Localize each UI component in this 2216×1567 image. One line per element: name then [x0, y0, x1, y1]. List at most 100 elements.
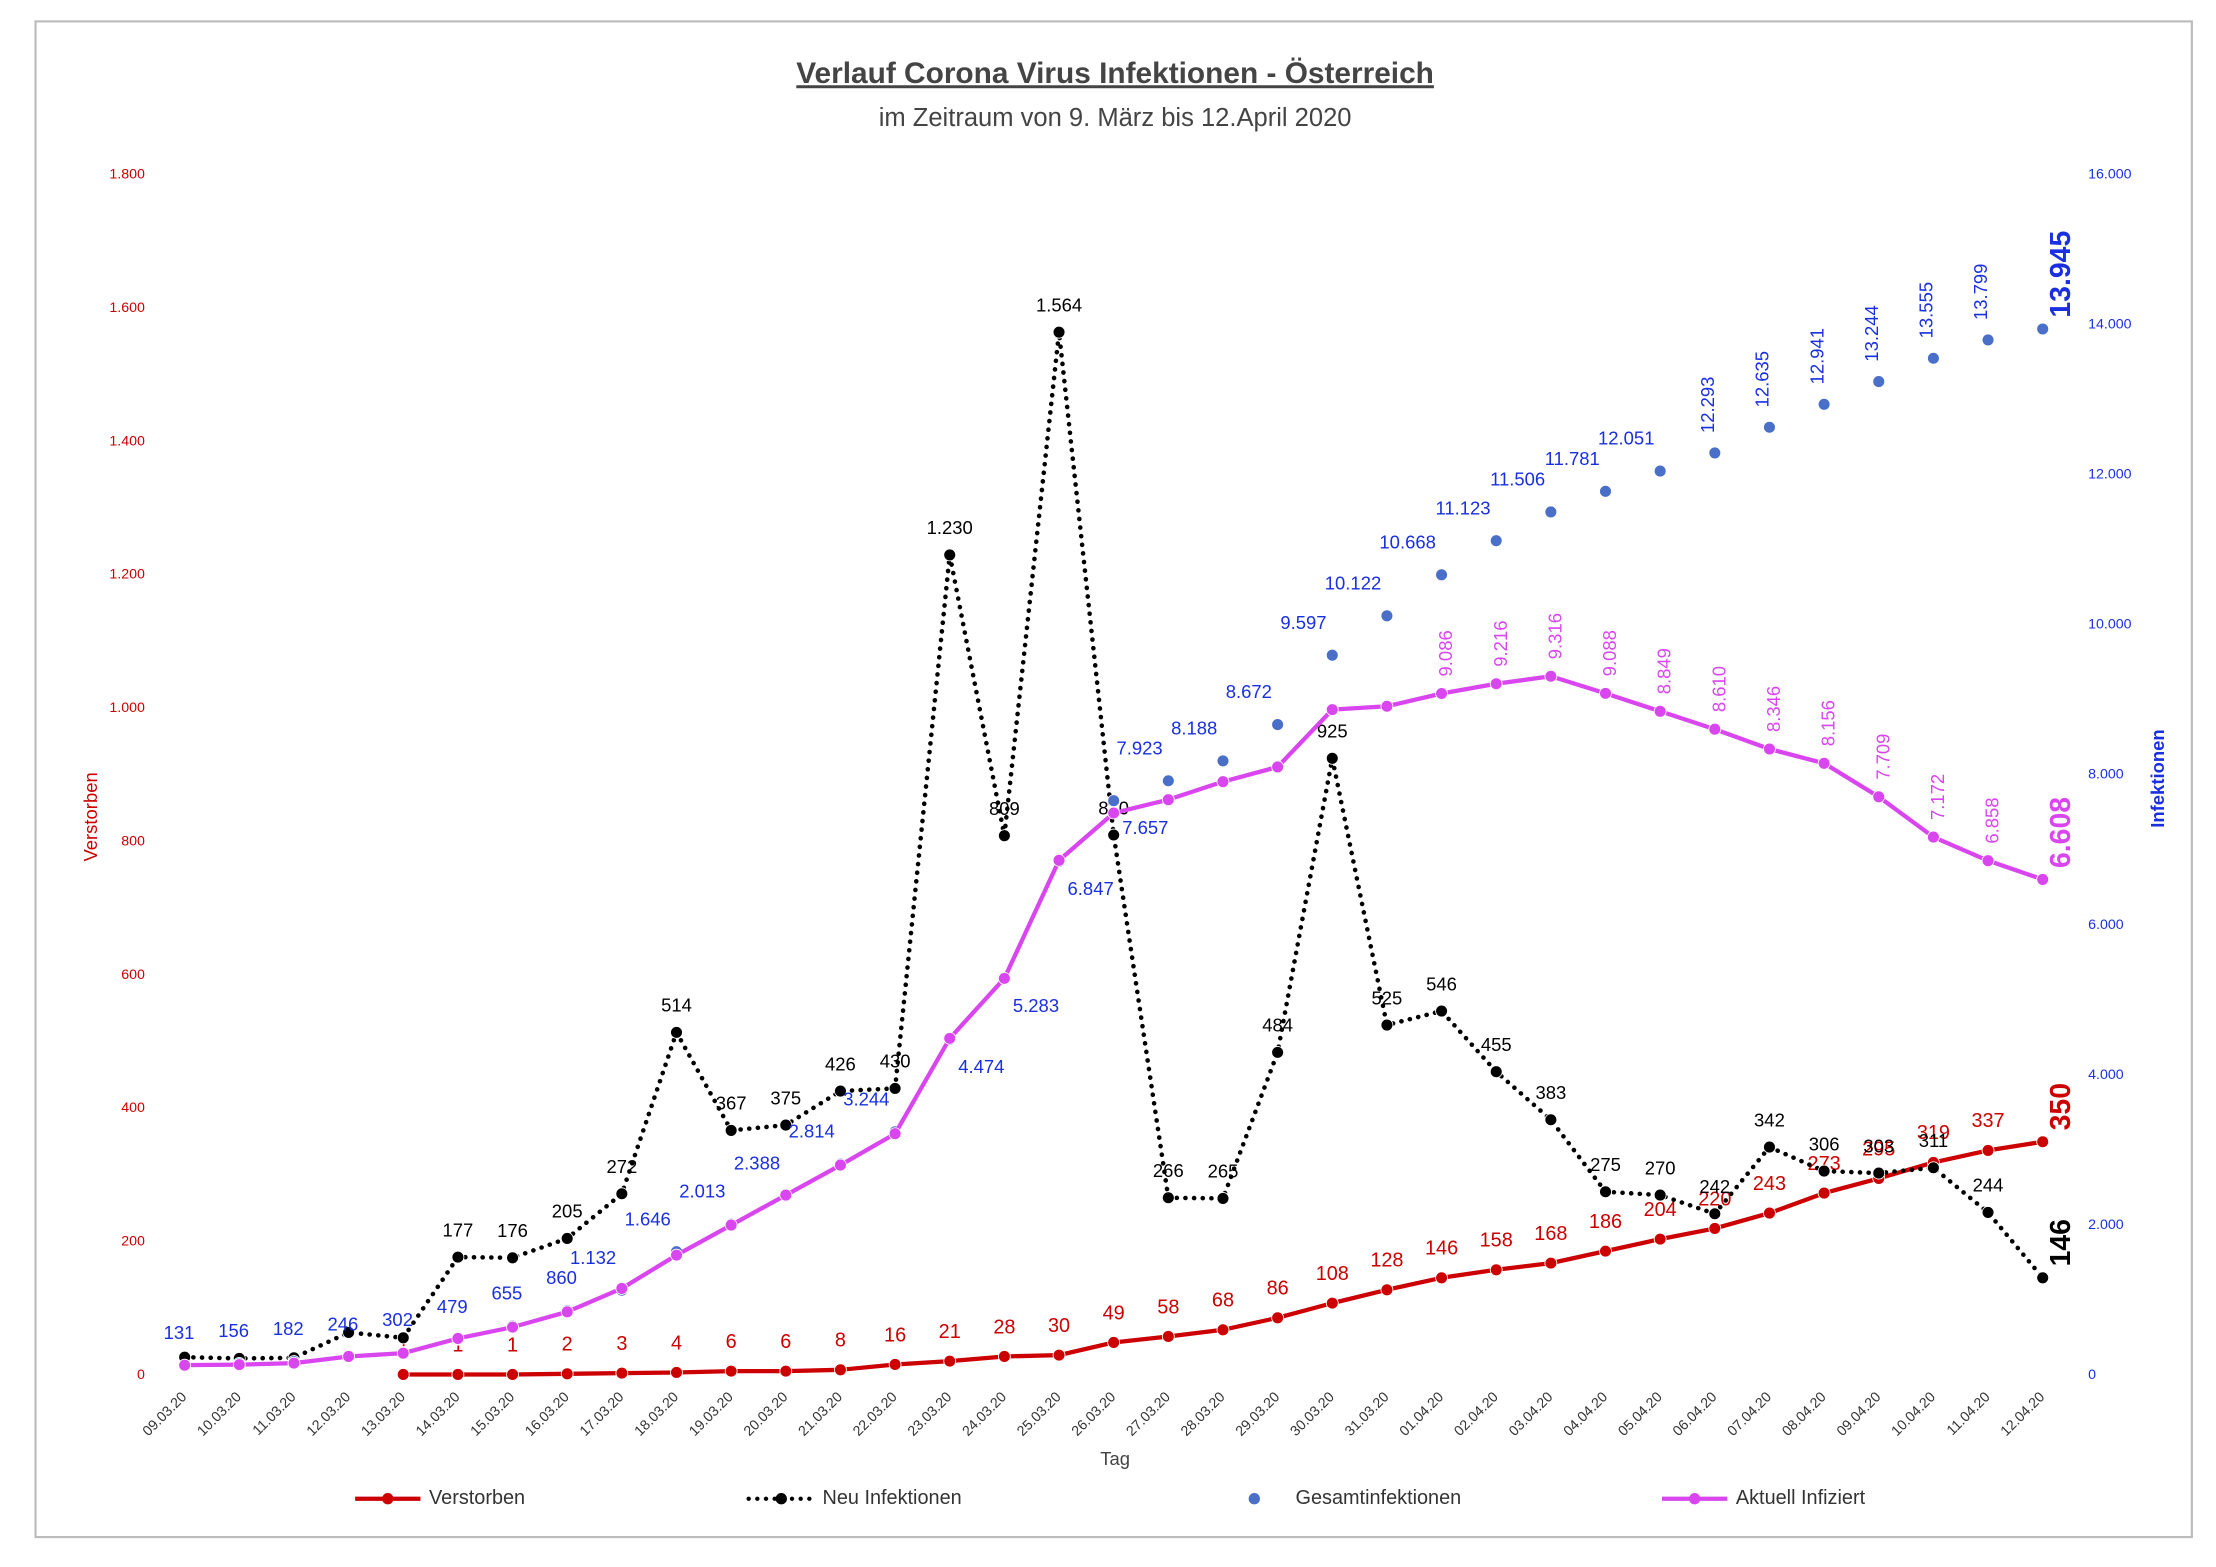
data-point	[1872, 790, 1886, 804]
data-point	[997, 1350, 1011, 1363]
data-label: 266	[1153, 1160, 1184, 1181]
data-label: 9.316	[1544, 613, 1565, 659]
data-point	[451, 1250, 465, 1264]
data-point	[342, 1326, 356, 1339]
data-point	[1817, 1164, 1831, 1178]
legend-label: Gesamtinfektionen	[1296, 1487, 1462, 1509]
data-label: 6.858	[1982, 797, 2003, 843]
data-label: 146	[1425, 1238, 1458, 1260]
data-label: 176	[497, 1220, 528, 1241]
data-point	[615, 1366, 629, 1380]
legend-marker	[1688, 1493, 1701, 1505]
data-point	[396, 1346, 410, 1360]
data-point	[232, 1358, 246, 1372]
data-point	[1708, 722, 1722, 736]
data-label: 156	[218, 1320, 249, 1341]
data-point	[1927, 351, 1940, 365]
x-axis-title: Tag	[1100, 1448, 1130, 1469]
data-point	[1489, 534, 1503, 548]
data-label: 6	[726, 1331, 737, 1353]
data-label: 68	[1212, 1290, 1234, 1312]
data-point	[1599, 1244, 1612, 1258]
y-axis-title: Verstorben	[80, 772, 101, 861]
data-label: 220	[1698, 1188, 1731, 1210]
x-tick-label: 30.03.20	[1287, 1389, 1337, 1439]
data-label: 1	[398, 1334, 409, 1356]
data-point	[1380, 609, 1394, 623]
data-label: 182	[273, 1318, 304, 1339]
data-point	[1544, 1256, 1558, 1270]
data-point	[1981, 1206, 1995, 1219]
data-label: 9.086	[1435, 630, 1456, 676]
data-point	[1653, 1188, 1667, 1202]
data-label: 128	[1370, 1250, 1403, 1272]
data-point	[1489, 677, 1503, 691]
data-label: 16	[884, 1324, 906, 1346]
x-tick-label: 16.03.20	[522, 1389, 572, 1439]
data-point	[615, 1282, 629, 1295]
data-label: 6.847	[1068, 878, 1114, 899]
data-label: 2.814	[789, 1121, 835, 1142]
data-label: 30	[1048, 1315, 1070, 1337]
data-point	[724, 1124, 738, 1137]
data-label: 337	[1971, 1110, 2004, 1132]
data-label: 12.941	[1806, 328, 1827, 384]
data-label: 426	[825, 1053, 856, 1074]
data-label: 2	[562, 1334, 573, 1356]
data-point	[1161, 1191, 1175, 1205]
x-tick-label: 10.03.20	[194, 1389, 244, 1439]
data-label: 131	[164, 1322, 195, 1343]
x-tick-label: 29.03.20	[1233, 1389, 1283, 1439]
x-tick-label: 11.03.20	[250, 1389, 300, 1439]
x-tick-label: 26.03.20	[1069, 1389, 1119, 1439]
data-point	[943, 1354, 957, 1368]
x-tick-label: 20.03.20	[741, 1389, 791, 1439]
data-point	[779, 1364, 793, 1378]
data-label: 809	[989, 798, 1020, 819]
y-tick-label: 1.200	[109, 567, 145, 583]
data-label: 7.923	[1116, 737, 1162, 758]
data-label: 1.564	[1036, 294, 1082, 315]
x-tick-label: 14.03.20	[413, 1389, 463, 1439]
data-point	[396, 1368, 410, 1381]
data-label: 58	[1157, 1296, 1179, 1318]
data-label: 860	[546, 1267, 577, 1288]
data-point	[779, 1188, 793, 1202]
data-point	[1872, 1166, 1886, 1180]
data-label: 86	[1267, 1278, 1289, 1300]
chart-subtitle: im Zeitraum von 9. März bis 12.April 202…	[879, 104, 1352, 132]
data-point	[670, 1025, 683, 1039]
data-label: 525	[1372, 987, 1403, 1008]
data-point	[1927, 1161, 1940, 1175]
data-point	[1216, 754, 1230, 768]
legend-label: Aktuell Infiziert	[1736, 1487, 1866, 1509]
data-label: 8.188	[1171, 717, 1217, 738]
data-label: 925	[1317, 721, 1348, 742]
data-label: 9.597	[1280, 612, 1326, 633]
x-tick-label: 31.03.20	[1342, 1389, 1392, 1439]
data-label: 8.849	[1654, 648, 1675, 694]
data-point	[779, 1118, 793, 1132]
data-label: 146	[2045, 1219, 2077, 1266]
data-label: 7.657	[1122, 817, 1168, 838]
data-label: 244	[1973, 1175, 2004, 1196]
x-tick-label: 27.03.20	[1123, 1389, 1173, 1439]
data-point	[1052, 1348, 1066, 1362]
x-tick-label: 08.04.20	[1779, 1389, 1829, 1439]
data-point	[1544, 669, 1558, 683]
y-tick-label: 200	[121, 1234, 145, 1250]
data-label: 7.172	[1927, 774, 1948, 820]
data-label: 13.244	[1861, 305, 1882, 361]
data-point	[178, 1358, 192, 1372]
data-label: 2.388	[734, 1153, 780, 1174]
data-label: 12.293	[1697, 377, 1718, 433]
data-label: 168	[1534, 1223, 1567, 1245]
data-point	[1216, 775, 1230, 789]
data-point	[1653, 1232, 1667, 1246]
data-label: 3.244	[843, 1088, 889, 1109]
x-tick-label: 28.03.20	[1178, 1389, 1228, 1439]
data-point	[888, 1127, 902, 1141]
y-tick-label: 1.600	[109, 300, 145, 316]
data-label: 302	[382, 1309, 413, 1330]
